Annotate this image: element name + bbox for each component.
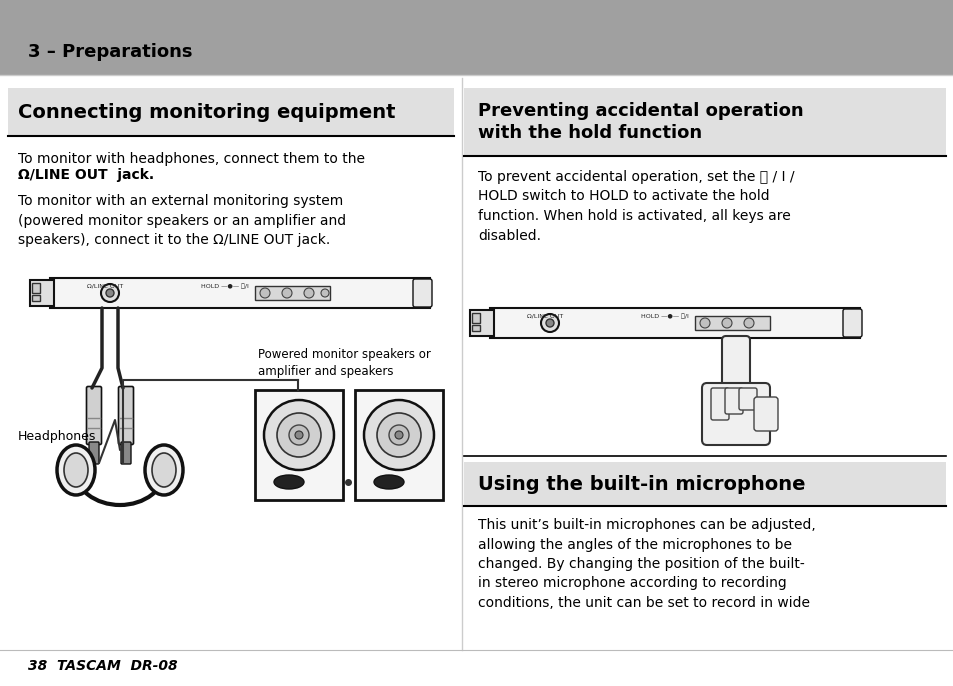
Bar [254,390,343,500]
Text: Using the built-in microphone: Using the built-in microphone [477,475,804,493]
Bar [463,88,945,156]
FancyBboxPatch shape [701,383,769,445]
Bar [472,313,479,323]
Text: 38  TASCAM  DR-08: 38 TASCAM DR-08 [28,659,177,673]
Circle shape [294,431,303,439]
Text: To prevent accidental operation, set the ⏻ / I /
HOLD switch to HOLD to activate: To prevent accidental operation, set the… [477,170,794,242]
Circle shape [304,288,314,298]
Circle shape [389,425,409,445]
Ellipse shape [145,445,183,495]
Text: To monitor with an external monitoring system
(powered monitor speakers or an am: To monitor with an external monitoring s… [18,194,346,247]
Ellipse shape [274,475,304,489]
Text: Preventing accidental operation
with the hold function: Preventing accidental operation with the… [477,102,802,143]
Bar [50,278,430,308]
FancyBboxPatch shape [413,279,432,307]
Bar [470,310,494,336]
Text: Ω/LINE OUT  jack.: Ω/LINE OUT jack. [18,168,154,182]
Circle shape [395,431,402,439]
FancyBboxPatch shape [721,336,749,399]
Text: Headphones: Headphones [18,430,96,443]
Circle shape [700,318,709,328]
Circle shape [101,284,119,302]
Text: 3 – Preparations: 3 – Preparations [28,43,193,61]
Circle shape [289,425,309,445]
Circle shape [282,288,292,298]
FancyBboxPatch shape [724,388,742,414]
Circle shape [743,318,753,328]
Bar [254,286,330,300]
Circle shape [364,400,434,470]
Bar [355,390,442,500]
Circle shape [545,319,554,327]
Circle shape [721,318,731,328]
Circle shape [276,413,320,457]
Circle shape [540,314,558,332]
Bar [0,0,953,75]
Text: HOLD —●— ⏻/I: HOLD —●— ⏻/I [201,283,249,289]
Bar [463,462,945,506]
FancyBboxPatch shape [89,442,99,464]
FancyBboxPatch shape [121,442,131,464]
Text: Ω/LINE OUT: Ω/LINE OUT [526,314,562,318]
Bar [8,88,454,136]
Ellipse shape [64,453,88,487]
Circle shape [320,289,329,297]
Bar [32,283,40,293]
Circle shape [106,289,113,297]
Text: To monitor with headphones, connect them to the: To monitor with headphones, connect them… [18,152,365,166]
Text: Powered monitor speakers or
amplifier and speakers: Powered monitor speakers or amplifier an… [257,348,431,378]
Ellipse shape [57,445,95,495]
Bar [695,316,769,330]
FancyBboxPatch shape [710,388,728,420]
Bar [490,308,859,338]
Circle shape [260,288,270,298]
FancyBboxPatch shape [118,386,133,445]
Bar [32,295,40,301]
Bar [472,325,479,331]
Text: Connecting monitoring equipment: Connecting monitoring equipment [18,102,395,121]
Text: Ω/LINE OUT: Ω/LINE OUT [87,283,123,289]
FancyBboxPatch shape [842,309,862,337]
Bar [30,280,54,306]
Text: HOLD —●— ⏻/I: HOLD —●— ⏻/I [640,314,688,319]
Circle shape [376,413,420,457]
FancyBboxPatch shape [753,397,778,431]
Text: This unit’s built-in microphones can be adjusted,
allowing the angles of the mic: This unit’s built-in microphones can be … [477,518,815,610]
FancyBboxPatch shape [739,388,757,410]
Circle shape [264,400,334,470]
FancyBboxPatch shape [87,386,101,445]
Ellipse shape [374,475,403,489]
Ellipse shape [152,453,175,487]
